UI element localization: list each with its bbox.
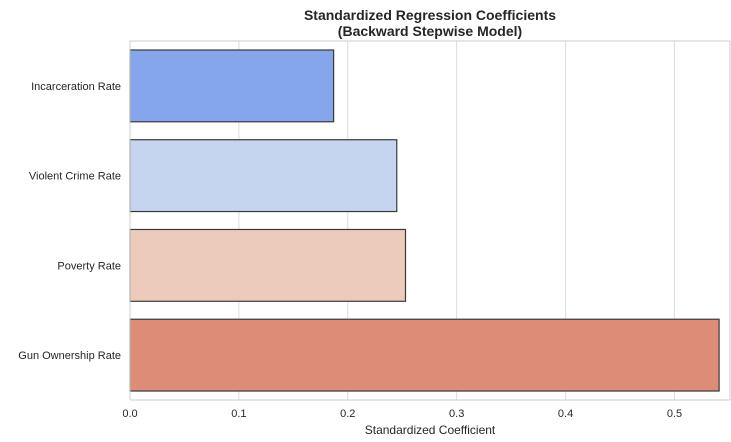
chart-title-line-2: (Backward Stepwise Model) (338, 23, 522, 39)
chart-title-line-1: Standardized Regression Coefficients (304, 7, 556, 23)
plot-frame (129, 40, 731, 401)
bar (129, 318, 720, 392)
bar (129, 139, 398, 213)
x-axis-label: Standardized Coefficient (365, 423, 496, 437)
y-tick-labels: Incarceration Rate Violent Crime Rate Pove… (18, 81, 121, 362)
x-tick-label: 0.0 (122, 408, 137, 420)
x-tick-label: 0.2 (340, 408, 355, 420)
bar (129, 228, 407, 302)
y-tick-label: Gun Ownership Rate (18, 350, 121, 362)
x-tick-label: 0.1 (231, 408, 246, 420)
x-tick-labels: 0.0 0.1 0.2 0.3 0.4 0.5 (122, 408, 682, 420)
x-tick-label: 0.3 (449, 408, 464, 420)
y-tick-label: Incarceration Rate (31, 81, 121, 93)
bar (129, 49, 335, 123)
y-tick-label: Poverty Rate (57, 260, 121, 272)
y-tick-label: Violent Crime Rate (29, 171, 121, 183)
x-tick-label: 0.4 (558, 408, 573, 420)
x-tick-label: 0.5 (667, 408, 682, 420)
bars (129, 49, 720, 392)
chart-title: Standardized Regression Coefficients (Ba… (304, 7, 556, 39)
